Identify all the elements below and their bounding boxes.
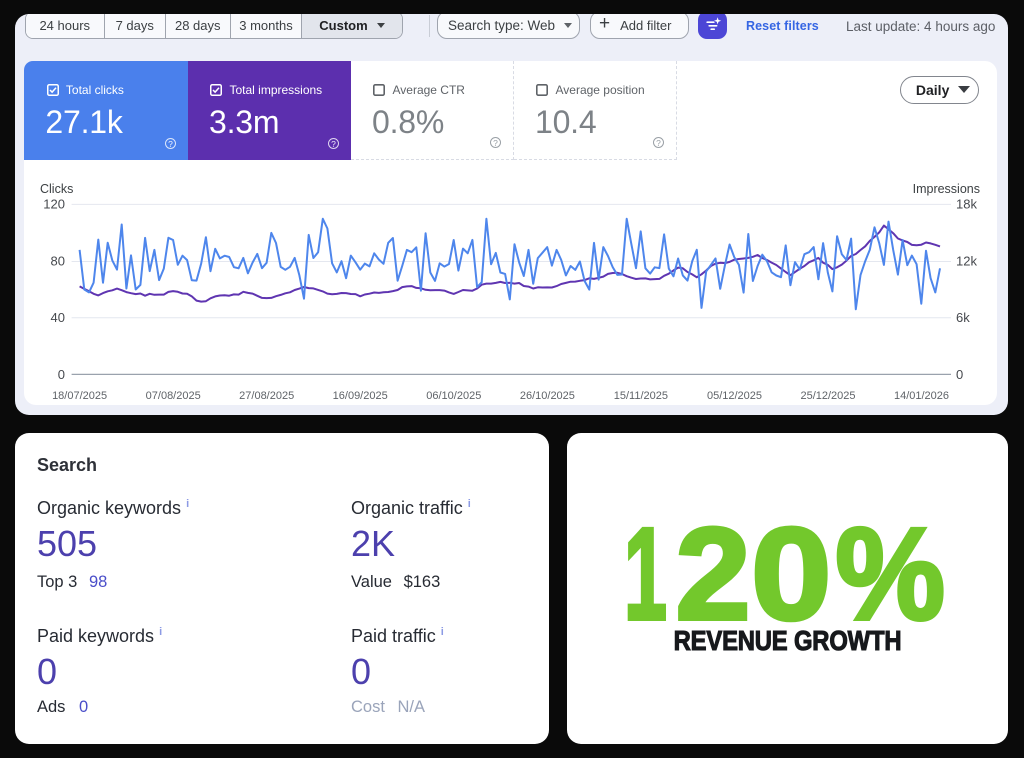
- svg-text:Impressions: Impressions: [913, 182, 980, 196]
- svg-text:80: 80: [51, 254, 65, 269]
- svg-text:26/10/2025: 26/10/2025: [520, 390, 575, 402]
- svg-text:120: 120: [44, 197, 66, 212]
- svg-text:0: 0: [58, 367, 65, 382]
- svg-text:07/08/2025: 07/08/2025: [146, 390, 201, 402]
- svg-text:Clicks: Clicks: [40, 182, 73, 196]
- svg-text:06/10/2025: 06/10/2025: [427, 390, 482, 402]
- svg-text:%: %: [836, 500, 945, 646]
- svg-text:12k: 12k: [956, 254, 977, 269]
- svg-text:05/12/2025: 05/12/2025: [707, 390, 762, 402]
- svg-text:14/01/2026: 14/01/2026: [894, 390, 949, 402]
- svg-text:27/08/2025: 27/08/2025: [240, 390, 295, 402]
- svg-text:0: 0: [751, 501, 831, 648]
- svg-text:25/12/2025: 25/12/2025: [801, 390, 856, 402]
- svg-text:0: 0: [956, 367, 963, 382]
- svg-text:6k: 6k: [956, 310, 970, 325]
- svg-text:18/07/2025: 18/07/2025: [52, 390, 107, 402]
- svg-text:16/09/2025: 16/09/2025: [333, 390, 388, 402]
- svg-text:40: 40: [51, 310, 65, 325]
- svg-text:18k: 18k: [956, 197, 977, 212]
- svg-text:2: 2: [676, 502, 751, 648]
- svg-text:15/11/2025: 15/11/2025: [614, 390, 668, 402]
- svg-text:1: 1: [624, 501, 667, 647]
